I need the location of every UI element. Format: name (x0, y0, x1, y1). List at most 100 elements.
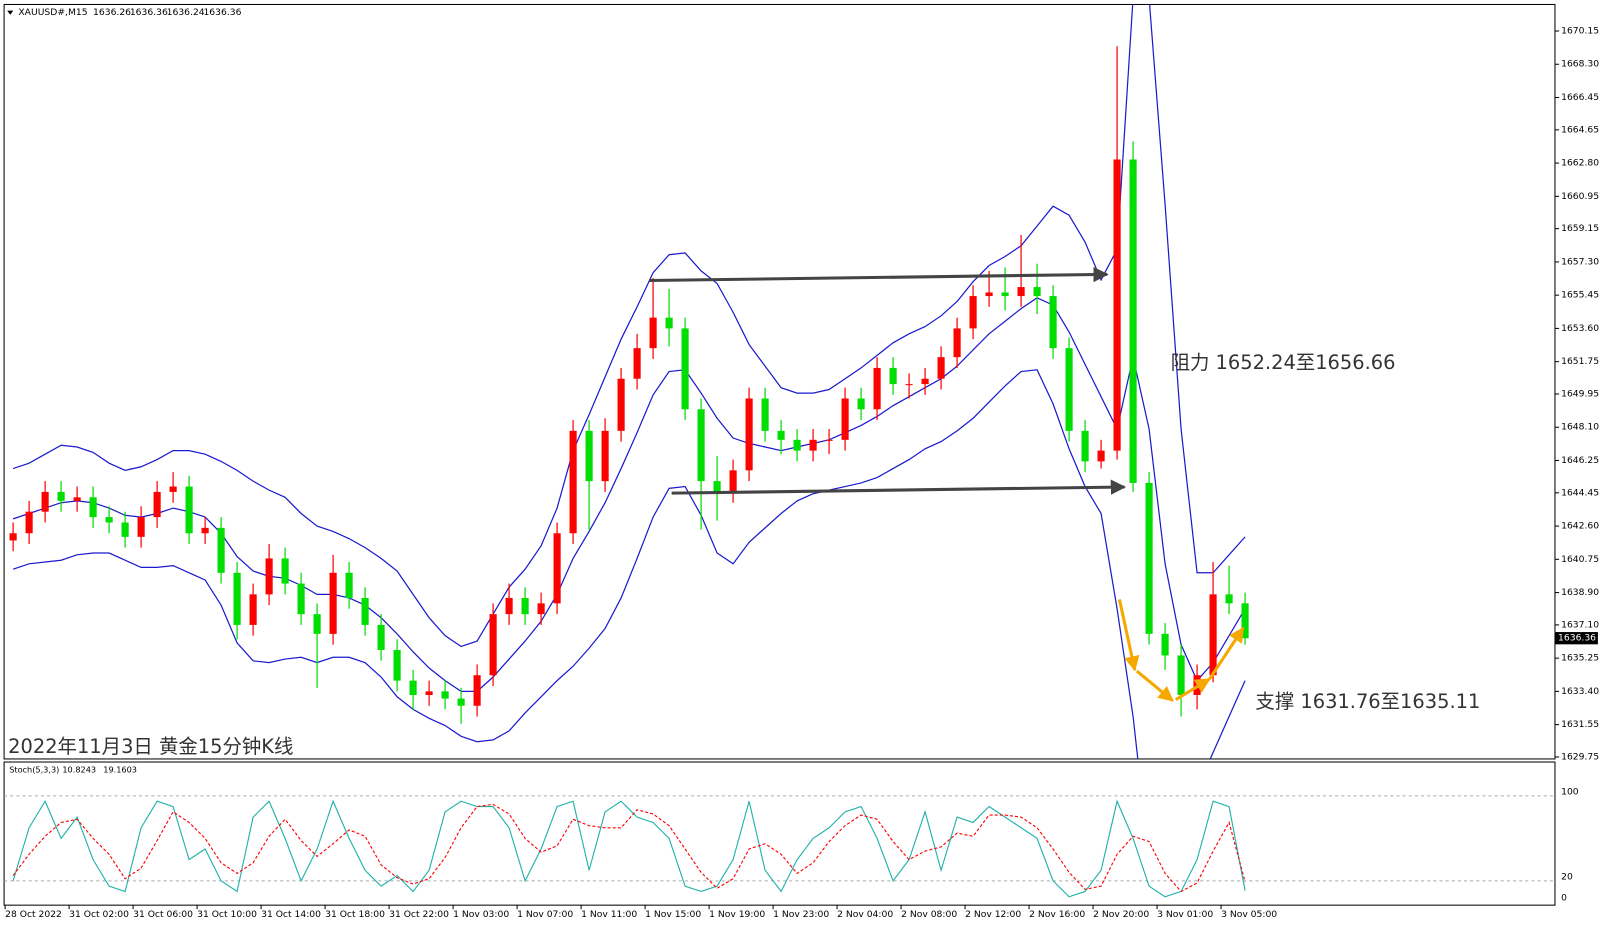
candle-body (377, 624, 385, 651)
candle-body (1097, 450, 1105, 462)
drawn-arrows (649, 266, 1245, 702)
x-tick-label: 1 Nov 19:00 (709, 909, 765, 920)
main-panel-frame (3, 3, 1556, 760)
y-tick-label: 1648.10 (1561, 422, 1599, 433)
indicator-value: 19.1603 (103, 765, 137, 775)
candle-body (553, 533, 561, 604)
y-tick-label: 1642.60 (1561, 521, 1599, 532)
candle-body (457, 698, 465, 706)
y-tick-label: 1657.30 (1561, 256, 1599, 267)
resistance-arrow (649, 266, 1109, 283)
candle-body (521, 597, 529, 615)
y-tick-label: 20 (1561, 871, 1573, 882)
bollinger-band (12, 369, 1246, 759)
ohlc-value: 1636.36 (203, 7, 241, 18)
candle-body (761, 398, 769, 431)
x-tick-label: 2 Nov 08:00 (901, 909, 957, 920)
candle-body (1081, 430, 1089, 462)
ohlc-value: 1636.26 (93, 7, 131, 18)
candle-body (841, 398, 849, 440)
candle-body (681, 328, 689, 410)
candle-body (1161, 633, 1169, 656)
x-tick-label: 2 Nov 04:00 (837, 909, 893, 920)
candle-body (1129, 159, 1137, 483)
candle-body (649, 317, 657, 349)
stoch-line (12, 799, 1246, 898)
candle-body (1225, 594, 1233, 604)
orange-arrow (1208, 626, 1245, 681)
current-price-box (1554, 632, 1598, 645)
axes: 1670.15 1668.30 1666.45 1664.65 1662.80 1660.… (4, 26, 1599, 920)
candle-body (1177, 655, 1185, 695)
y-tick-label: 1649.95 (1561, 388, 1599, 399)
y-tick-label: 1664.65 (1561, 124, 1599, 135)
candle-body (953, 328, 961, 358)
candle-body (1065, 348, 1073, 431)
candle-body (489, 614, 497, 676)
candle-body (857, 398, 865, 410)
candle-body (329, 572, 337, 634)
candle-body (585, 430, 593, 482)
x-tick-label: 3 Nov 01:00 (1157, 909, 1213, 920)
candle-body (601, 430, 609, 482)
y-tick-label: 1659.15 (1561, 223, 1599, 234)
x-tick-label: 1 Nov 11:00 (581, 909, 637, 920)
candle-body (393, 650, 401, 681)
bollinger-band (12, 4, 1246, 648)
y-tick-label: 1655.45 (1561, 290, 1599, 301)
candle-body (137, 517, 145, 537)
orange-arrow (1135, 669, 1174, 702)
orange-arrow (1117, 599, 1140, 672)
x-tick-label: 2 Nov 16:00 (1029, 909, 1085, 920)
candle-body (1049, 296, 1057, 349)
candle-body (809, 439, 817, 451)
y-tick-label: 1666.45 (1561, 92, 1599, 103)
y-tick-label: 1670.15 (1561, 26, 1599, 37)
candle-body (665, 317, 673, 329)
y-tick-label: 100 (1561, 786, 1579, 797)
y-tick-label: 1646.25 (1561, 455, 1599, 466)
current-price-label: 1636.36 (1558, 633, 1596, 644)
candle-body (745, 398, 753, 471)
candle-body (473, 675, 481, 706)
candle-body (1241, 603, 1249, 639)
candle-body (425, 691, 433, 695)
stoch-plot (4, 795, 1555, 898)
candle-body (873, 367, 881, 410)
candle-body (1017, 287, 1025, 297)
y-tick-label: 1635.25 (1561, 653, 1599, 664)
candle-body (361, 597, 369, 625)
candle-body (825, 439, 833, 441)
candle-body (1145, 482, 1153, 634)
candle-body (985, 292, 993, 297)
y-tick-label: 1662.80 (1561, 158, 1599, 169)
y-tick-label: 1638.90 (1561, 587, 1599, 598)
x-tick-label: 31 Oct 14:00 (261, 909, 321, 920)
candle-body (41, 491, 49, 512)
x-tick-label: 1 Nov 15:00 (645, 909, 701, 920)
y-tick-label: 1637.10 (1561, 619, 1599, 630)
candle-body (969, 296, 977, 329)
y-tick-label: 1631.55 (1561, 719, 1599, 730)
candle-body (505, 597, 513, 615)
x-tick-label: 28 Oct 2022 (5, 909, 62, 920)
y-tick-label: 1651.75 (1561, 356, 1599, 367)
candle-body (1113, 159, 1121, 451)
annotation: 支撑 1631.76至1635.11 (1255, 690, 1480, 713)
y-tick-label: 0 (1561, 892, 1567, 903)
y-tick-label: 1660.95 (1561, 191, 1599, 202)
y-tick-label: 1640.75 (1561, 554, 1599, 565)
indicator-label: Stoch(5,3,3) (9, 765, 59, 775)
candle-body (345, 572, 353, 598)
candle-body (297, 583, 305, 615)
y-tick-label: 1653.60 (1561, 323, 1599, 334)
candle-body (937, 357, 945, 379)
stoch-panel-frame (3, 761, 1556, 906)
candle-body (729, 470, 737, 492)
x-tick-label: 2 Nov 12:00 (965, 909, 1021, 920)
y-tick-label: 1644.45 (1561, 487, 1599, 498)
x-tick-label: 3 Nov 05:00 (1221, 909, 1277, 920)
candle-body (713, 481, 721, 492)
stoch-line (12, 803, 1246, 893)
